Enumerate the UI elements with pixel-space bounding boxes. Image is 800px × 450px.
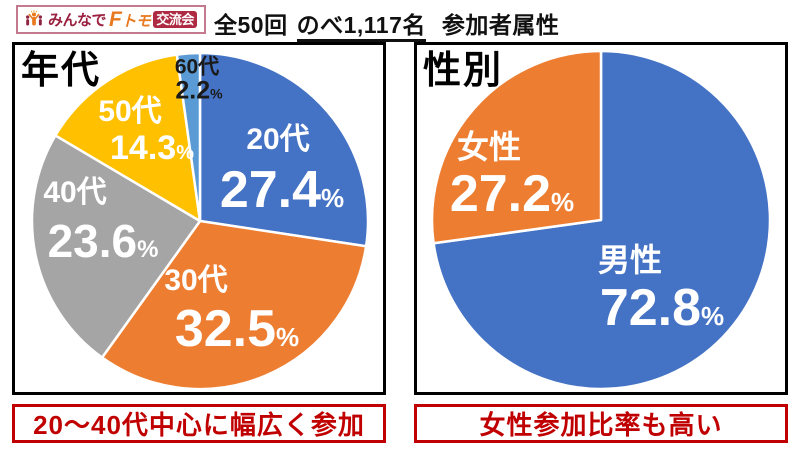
slice-value-unit: % [210,85,223,102]
title-session-count: 全50回 [214,12,288,38]
pie-slice-1 [430,49,603,245]
page-title: 全50回 のべ1,117名 参加者属性 [214,6,560,42]
pie-slice-2 [30,134,202,359]
slice-value-label: 72.8% [600,282,724,334]
slice-name-label: 女性 [456,129,522,165]
logo-text-minnade: みんなで [48,12,107,29]
slice-value-label: 2.2% [175,76,223,105]
slice-value-number: 72.8 [599,279,702,337]
slice-value-number: 27.2 [449,165,552,223]
gender-chart-title: 性別 [423,50,504,92]
slice-value-number: 27.4 [219,161,322,219]
pie-slice-4 [175,51,202,223]
gender-caption: 女性参加比率も高い [414,404,788,443]
age-pie-chart [30,51,370,391]
title-total-participants: のべ1,117名 [296,12,426,42]
logo-letter-f: F [109,7,122,31]
pie-slice-0 [198,51,370,248]
slice-name-label: 60代 [174,55,220,79]
slice-value-unit: % [276,322,300,352]
logo-text-tomo: トモ [121,12,151,30]
title-attribute-label: 参加者属性 [441,12,560,38]
logo-text-ftomo: Fトモ [109,7,151,31]
age-caption: 20〜40代中心に幅広く参加 [12,404,386,443]
slice-value-unit: % [176,142,194,164]
slice-name-label: 50代 [98,95,162,128]
slice-name-label: 男性 [597,242,663,278]
slice-value-unit: % [551,187,575,217]
pie-slice-1 [100,219,368,391]
slice-value-label: 27.4% [220,164,344,216]
logo-badge-kouryukai: 交流会 [153,11,197,28]
slice-name-label: 20代 [246,123,310,156]
slice-name-label: 40代 [43,176,107,209]
slice-value-unit: % [321,183,345,213]
pie-slice-3 [54,53,202,223]
slice-value-number: 14.3 [110,129,177,167]
slice-name-label: 30代 [164,264,228,297]
slice-value-unit: % [137,236,159,263]
slice-value-number: 32.5 [174,300,277,358]
slice-value-number: 2.2 [175,76,211,105]
slice-value-label: 14.3% [110,131,194,165]
logo: みんなで Fトモ 交流会 [16,5,206,34]
slice-value-number: 23.6 [47,215,138,267]
slice-value-unit: % [701,301,725,331]
gender-chart-panel: 男性 72.8% 女性 27.2% 性別 [414,42,788,395]
people-group-icon [23,9,45,31]
age-chart-title: 年代 [21,50,102,92]
slice-value-label: 27.2% [450,168,574,220]
age-chart-panel: 20代 27.4% 30代 32.5% 40代 23.6% 50代 14.3% 60代 2.2% … [12,42,386,395]
slice-value-label: 32.5% [175,303,299,355]
slice-value-label: 23.6% [48,218,159,264]
gender-pie-chart [430,49,772,391]
